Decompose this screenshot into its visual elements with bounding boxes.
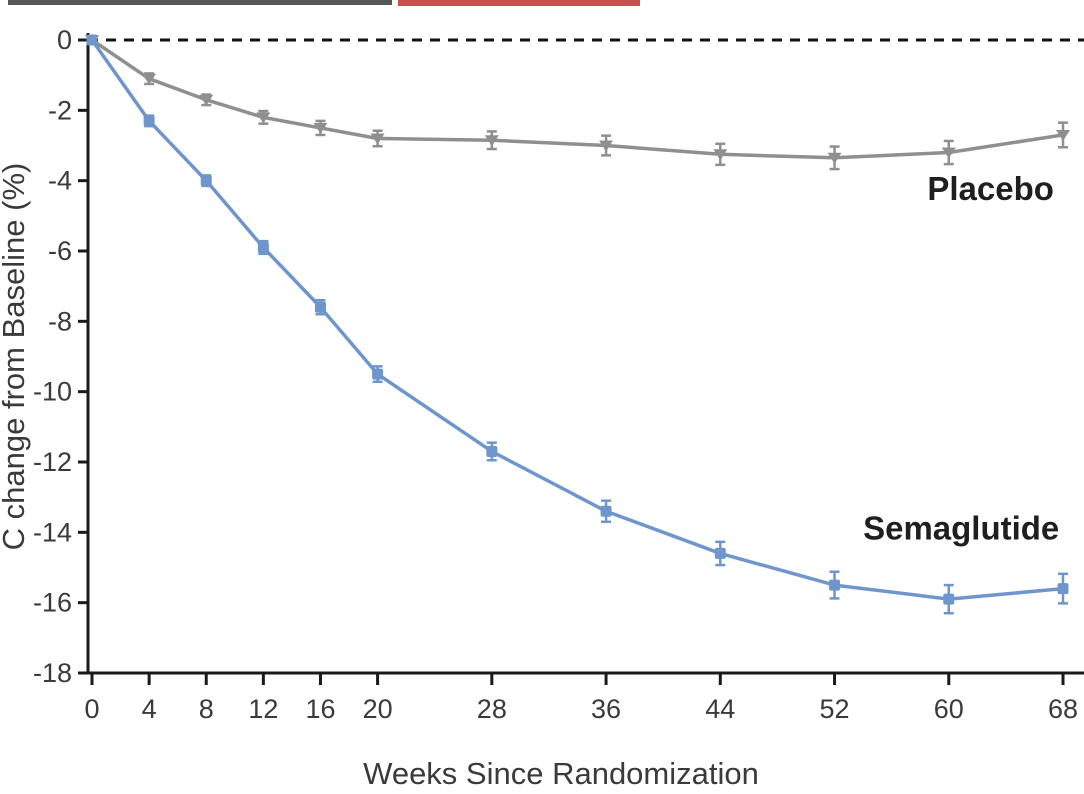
series-placebo [85,35,1070,171]
data-point-marker [257,241,269,253]
x-tick-label: 36 [591,694,621,724]
x-tick-label: 12 [248,694,278,724]
data-point-marker [200,175,212,187]
series-line [90,38,1064,601]
data-point-marker [484,135,499,147]
data-point-marker [943,593,955,605]
x-tick-label: 8 [199,694,214,724]
data-point-marker [486,445,498,457]
y-tick-label: 0 [57,25,72,55]
y-tick-label: -18 [33,658,72,688]
data-point-marker [313,122,328,134]
x-tick-label: 20 [363,694,393,724]
y-tick-labels: 0 -2 -4 -6 -8 -10 -12 -14 -16 -18 [33,25,88,688]
data-point-marker [714,547,726,559]
y-tick-label: -10 [33,377,72,407]
data-point-marker [314,301,326,313]
data-point-marker [370,133,385,145]
x-tick-label: 4 [142,694,157,724]
x-tick-label: 44 [705,694,735,724]
data-point-marker [600,505,612,517]
data-point-marker [142,73,157,85]
y-tick-label: -2 [48,95,72,125]
x-tick-label: 0 [84,694,99,724]
x-tick-label: 60 [934,694,964,724]
y-tick-label: -8 [48,306,72,336]
x-axis-title: Weeks Since Randomization [363,756,759,791]
data-point-marker [829,579,841,591]
data-point-marker [256,112,271,124]
x-tick-label: 52 [820,694,850,724]
data-point-marker [941,147,956,159]
data-point-marker [827,152,842,164]
x-tick-label: 28 [477,694,507,724]
y-tick-label: -16 [33,588,72,618]
data-point-marker [713,149,728,161]
data-point-marker [199,94,214,106]
data-point-marker [86,34,98,46]
axes [86,33,1084,675]
series-label-semaglutide: Semaglutide [863,509,1059,546]
series-line [91,38,1064,160]
series-label-placebo: Placebo [927,170,1054,207]
x-tick-labels: 0 4 8 12 16 20 28 36 44 52 60 68 [84,673,1078,724]
data-point-marker [1056,129,1070,141]
y-tick-label: -14 [33,517,72,547]
y-tick-label: -4 [48,166,72,196]
y-axis-title: C change from Baseline (%) [0,163,31,551]
series-semaglutide [86,34,1069,615]
data-point-marker [372,368,384,380]
x-tick-label: 68 [1048,694,1078,724]
data-point-marker [1057,583,1069,595]
x-tick-label: 16 [305,694,335,724]
data-point-marker [599,140,614,152]
y-tick-label: -12 [33,447,72,477]
y-tick-label: -6 [48,236,72,266]
data-point-marker [143,115,155,127]
cropped-title-fragments [8,0,640,6]
